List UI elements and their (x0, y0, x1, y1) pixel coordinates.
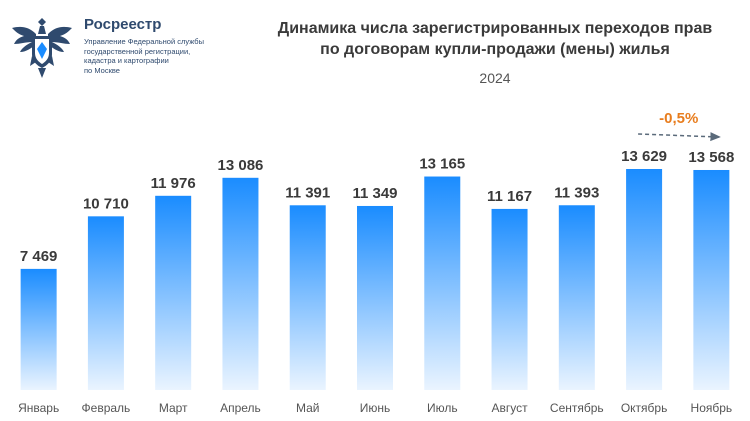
logo-subtitle-line: кадастра и картографии (84, 56, 169, 65)
value-label: 13 165 (419, 156, 465, 173)
x-tick-label: Август (491, 401, 528, 415)
value-label: 13 629 (621, 148, 667, 165)
value-label: 13 568 (688, 149, 734, 166)
trend-arrow-icon (638, 132, 721, 142)
x-axis-labels-group: Январь Февраль Март Апрель Май Июнь Июль Август… (18, 401, 732, 415)
bar-3 (155, 195, 192, 390)
x-tick-label: Январь (18, 401, 59, 415)
logo-subtitle-line: государственной регистрации, (84, 46, 191, 56)
chart-title: Динамика числа зарегистрированных перехо… (250, 18, 740, 60)
chart-title-line: Динамика числа зарегистрированных перехо… (277, 20, 713, 37)
value-label: 11 167 (487, 188, 532, 205)
eagle-emblem-icon (12, 18, 72, 78)
chart-subtitle-year: 2024 (479, 70, 511, 86)
value-label: 11 976 (151, 175, 196, 192)
x-tick-label: Май (296, 401, 320, 415)
chart-title-line: по договорам купли-продажи (мены) жилья (320, 41, 670, 58)
x-tick-label: Март (159, 401, 188, 415)
value-label: 11 349 (352, 185, 397, 202)
bar-11 (693, 169, 730, 390)
x-tick-label: Октябрь (621, 401, 668, 415)
x-tick-label: Апрель (220, 401, 261, 415)
bar-6 (357, 205, 393, 390)
logo-subtitle: Управление Федеральной службы государств… (84, 37, 234, 75)
x-tick-label: Февраль (82, 401, 131, 415)
bar-4 (222, 177, 259, 390)
value-label: 10 710 (83, 195, 129, 212)
rosreestr-logo: Росреестр Управление Федеральной службы … (10, 10, 230, 90)
x-tick-label: Сентябрь (550, 401, 604, 415)
value-label: 7 469 (20, 248, 58, 265)
bar-8 (491, 208, 528, 390)
bar-7 (424, 176, 461, 390)
bars-group (20, 169, 730, 390)
value-label: 13 086 (218, 157, 264, 174)
x-tick-label: Июль (427, 401, 458, 415)
logo-name: Росреестр (84, 16, 162, 33)
logo-subtitle-line: Управление Федеральной службы (84, 37, 204, 46)
value-labels-group: 7 469 10 710 11 976 13 086 11 391 11 349 13 16… (20, 148, 734, 265)
bar-9 (558, 205, 595, 390)
bar-10 (626, 169, 663, 390)
change-annotation: -0,5% (638, 110, 721, 142)
value-label: 11 393 (554, 184, 599, 201)
bar-5 (289, 205, 326, 390)
x-tick-label: Ноябрь (691, 401, 733, 415)
change-percent-label: -0,5% (659, 110, 698, 127)
bar-2 (87, 216, 124, 390)
value-label: 11 391 (285, 184, 330, 201)
bar-1 (20, 268, 57, 390)
x-tick-label: Июнь (360, 401, 391, 415)
logo-subtitle-line: по Москве (84, 65, 120, 75)
